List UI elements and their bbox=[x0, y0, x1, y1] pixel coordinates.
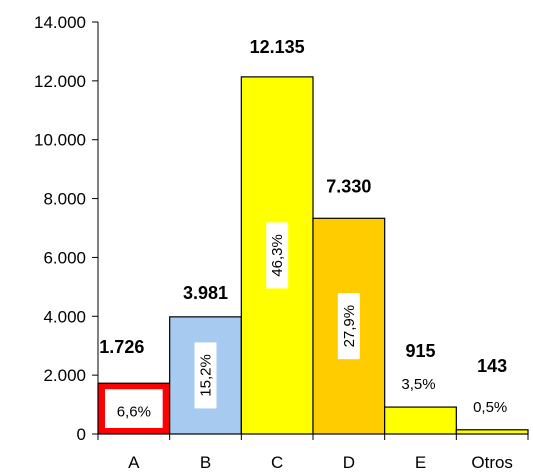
x-tick-label: D bbox=[343, 453, 355, 472]
value-label: 915 bbox=[405, 341, 435, 361]
value-label: 143 bbox=[477, 356, 507, 376]
percent-label-box bbox=[194, 342, 217, 409]
bar-e bbox=[384, 406, 457, 435]
percent-label: 3,5% bbox=[401, 376, 435, 393]
value-label: 12.135 bbox=[250, 37, 305, 57]
x-tick-label: A bbox=[128, 453, 140, 472]
bars bbox=[97, 76, 529, 435]
x-tick-label: B bbox=[200, 453, 211, 472]
y-tick-label: 12.000 bbox=[34, 72, 86, 91]
y-tick-label: 2.000 bbox=[43, 366, 86, 385]
value-label: 3.981 bbox=[183, 283, 228, 303]
y-tick-label: 6.000 bbox=[43, 248, 86, 267]
percent-label: 6,6% bbox=[117, 404, 151, 421]
y-tick-label: 8.000 bbox=[43, 190, 86, 209]
percent-label: 27,9% bbox=[341, 305, 358, 348]
y-tick-label: 14.000 bbox=[34, 13, 86, 32]
percent-label: 46,3% bbox=[269, 234, 286, 277]
bar-a-inner bbox=[105, 389, 163, 428]
bar-otros bbox=[455, 429, 529, 435]
value-label: 1.726 bbox=[99, 337, 144, 357]
y-axis: 0 2.000 4.000 6.000 8.000 10.000 12.000 14.000 bbox=[34, 13, 99, 444]
y-tick-label: 4.000 bbox=[43, 307, 86, 326]
x-axis: A B C D E Otros bbox=[97, 433, 529, 472]
percent-label-box bbox=[337, 293, 360, 360]
data-labels: 6,6% 15,2% 46,3% 27,9% 3,5% 0,5% 1.726 3.981 12.… bbox=[99, 37, 507, 421]
y-tick-label: 10.000 bbox=[34, 131, 86, 150]
x-tick-label: E bbox=[415, 453, 426, 472]
x-tick-label: C bbox=[271, 453, 283, 472]
percent-label: 0,5% bbox=[473, 399, 507, 416]
value-label: 7.330 bbox=[326, 176, 371, 196]
y-tick-label: 0 bbox=[77, 425, 86, 444]
percent-label-box bbox=[266, 222, 289, 289]
x-tick-label: Otros bbox=[471, 453, 513, 472]
percent-label: 15,2% bbox=[198, 354, 215, 397]
